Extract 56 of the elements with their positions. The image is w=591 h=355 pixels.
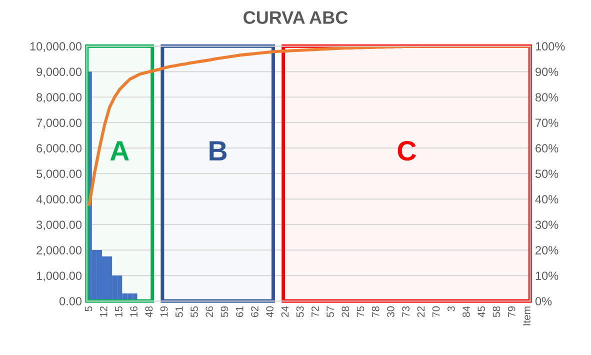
y-tick-label: 8,000.00 [36,93,82,103]
y-tick-label: 9,000.00 [36,68,82,78]
band-label: C [398,140,416,161]
x-tick-label: 51 [176,306,183,318]
y2-tick-label: 80% [536,93,558,102]
y2-tick-label: 70% [536,118,558,128]
x-tick-label: 28 [342,306,350,317]
x-tick-label: 61 [236,306,244,317]
x-tick-label: 75 [356,306,364,317]
y-tick-label: 7,000.00 [36,118,82,128]
y2-tick-label: 30% [535,220,558,229]
x-tick-label: 15 [115,306,122,317]
y-tick-label: 10,000.00 [30,42,82,52]
y-tick-label: 1,000.00 [36,272,82,282]
y2-tick-label: 40% [535,195,558,204]
x-tick-label: 62 [251,306,258,317]
x-tick-label: 45 [478,306,486,318]
x-tick-label: 24 [281,306,289,317]
x-tick-label: 5 [84,306,92,312]
x-tick-label: 30 [387,306,394,318]
x-tick-label: 48 [145,306,153,318]
x-tick-label: 40 [266,306,274,318]
y-tick-label: 4,000.00 [36,195,82,205]
y2-tick-label: 60% [536,144,558,152]
y-tick-label: 5,000.00 [36,170,82,180]
x-tick-label: 26 [206,306,214,317]
x-tick-label: 16 [130,306,138,317]
x-tick-label: 55 [190,306,198,318]
band-label: A [110,141,129,160]
x-tick-label: 59 [220,306,228,318]
x-tick-label: 57 [326,306,334,318]
x-tick-label: 53 [296,306,304,318]
x-tick-label: 22 [417,306,425,317]
x-tick-label: 19 [160,306,168,317]
x-tick-label: 79 [508,306,516,317]
y2-tick-label: 50% [535,170,558,178]
y-tick-label: 6,000.00 [36,144,82,154]
x-tick-label: 73 [402,306,410,317]
band-label: B [210,141,227,160]
x-tick-label: 84 [462,306,470,318]
x-tick-label: 3 [447,306,455,312]
x-tick-label: 58 [492,306,500,318]
y2-tick-label: 0% [535,297,552,306]
y2-tick-label: 20% [536,246,558,254]
chart-title: CURVA ABC [244,11,348,24]
y-tick-label: 2,000.00 [36,246,82,256]
y-tick-label: 3,000.00 [36,220,82,230]
x-tick-label: 72 [311,306,319,317]
y2-tick-label: 90% [536,68,558,76]
y2-tick-label: 10% [536,272,558,280]
x-tick-label: 78 [372,306,380,317]
y-tick-label: 0.00 [60,297,82,306]
x-tick-label: 70 [432,306,440,317]
y2-tick-label: 100% [536,42,565,51]
x-tick-label: Item [523,306,530,326]
x-tick-label: 12 [100,306,108,317]
